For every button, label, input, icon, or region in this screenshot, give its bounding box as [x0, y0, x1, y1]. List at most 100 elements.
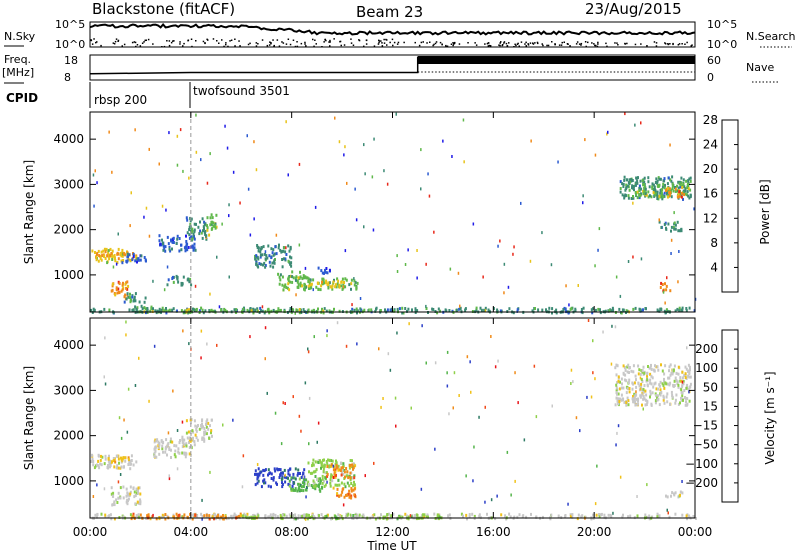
power-cell: [176, 309, 178, 313]
power-cell: [680, 191, 683, 195]
velocity-cell: [175, 512, 178, 516]
velocity-cell: [124, 459, 127, 463]
velocity-cell: [113, 503, 116, 507]
velocity-cell: [341, 517, 344, 521]
power-cell: [228, 203, 230, 207]
power-cell: [344, 249, 347, 253]
velocity-cell: [669, 363, 672, 367]
noise-search-dot: [532, 42, 534, 44]
noise-search-dot: [134, 41, 137, 44]
power-cell: [275, 252, 278, 256]
velocity-cell: [674, 401, 677, 405]
power-cell: [640, 257, 643, 261]
power-cell: [99, 256, 102, 260]
power-cell: [551, 307, 554, 311]
velocity-cell: [257, 472, 260, 476]
velocity-cell: [243, 512, 246, 516]
power-cell: [309, 278, 312, 282]
power-cell: [327, 283, 329, 286]
velocity-cell: [297, 468, 300, 472]
power-cell: [281, 258, 284, 261]
power-cell: [694, 297, 697, 301]
power-cell: [647, 195, 650, 199]
power-cell: [117, 257, 120, 261]
velocity-cell: [181, 440, 184, 444]
velocity-cell: [303, 515, 306, 519]
velocity-cell: [635, 397, 638, 401]
velocity-cell: [276, 515, 279, 519]
power-cell: [124, 293, 127, 297]
power-cell: [205, 234, 207, 238]
velocity-cell: [659, 388, 662, 392]
velocity-cell: [267, 515, 270, 519]
velocity-cell: [669, 381, 672, 385]
velocity-cell: [310, 484, 313, 487]
power-cell: [348, 283, 351, 287]
power-cell: [379, 309, 382, 312]
velocity-cell: [204, 432, 207, 436]
velocity-cell: [186, 515, 189, 519]
velocity-cell: [619, 475, 622, 479]
velocity-cell: [127, 493, 129, 497]
power-cell: [115, 288, 118, 291]
power-cell: [680, 229, 683, 233]
noise-search-dot: [350, 38, 352, 40]
velocity-cell: [155, 517, 158, 521]
velocity-cell: [617, 392, 620, 396]
velocity-cell: [274, 411, 277, 415]
velocity-cell: [220, 515, 223, 519]
power-cell: [206, 216, 209, 220]
velocity-cell: [200, 512, 203, 516]
velocity-cell: [287, 482, 290, 486]
power-cell: [282, 288, 285, 292]
velocity-cell: [617, 379, 620, 383]
velocity-cell: [314, 469, 317, 473]
velocity-cell: [626, 370, 629, 374]
power-cell: [98, 254, 101, 258]
velocity-cell: [655, 394, 658, 398]
power-cell: [451, 155, 453, 158]
power-cell: [439, 309, 442, 313]
power-cell: [126, 252, 129, 256]
velocity-cell: [669, 373, 672, 377]
velocity-cell: [337, 513, 340, 517]
power-cell: [363, 143, 365, 147]
velocity-cell: [267, 468, 270, 472]
noise-search-dot: [315, 43, 317, 45]
velocity-cell: [686, 517, 689, 521]
noise-search-dot: [281, 41, 283, 43]
velocity-cell: [104, 457, 107, 461]
power-cell: [638, 189, 641, 192]
power-cell: [631, 184, 634, 188]
velocity-cell: [185, 431, 188, 435]
velocity-cell: [326, 474, 329, 478]
velocity-cell: [425, 361, 427, 365]
power-cell: [192, 247, 195, 251]
power-cell: [291, 275, 294, 279]
velocity-cell: [292, 472, 295, 476]
velocity-cell: [266, 391, 268, 395]
velocity-cell: [695, 517, 697, 520]
power-cell: [647, 176, 650, 180]
noise-search-dot: [596, 45, 599, 48]
velocity-cell: [389, 368, 392, 372]
power-cell: [325, 279, 328, 283]
velocity-cell: [401, 515, 404, 519]
power-cell: [256, 245, 259, 249]
power-cell: [678, 250, 680, 253]
velocity-cell: [284, 402, 286, 405]
noise-search-dot: [238, 40, 240, 42]
velocity-cell: [253, 515, 256, 519]
noise-search-dot: [225, 42, 227, 44]
power-cell: [639, 308, 642, 312]
velocity-cell: [211, 434, 213, 438]
power-cell: [516, 309, 518, 313]
power-cell: [368, 308, 370, 312]
power-cell: [105, 247, 108, 251]
velocity-cell: [305, 478, 308, 482]
velocity-cell: [674, 512, 677, 516]
power-cell: [288, 249, 291, 253]
velocity-cell: [341, 470, 343, 474]
power-cell: [273, 252, 276, 256]
